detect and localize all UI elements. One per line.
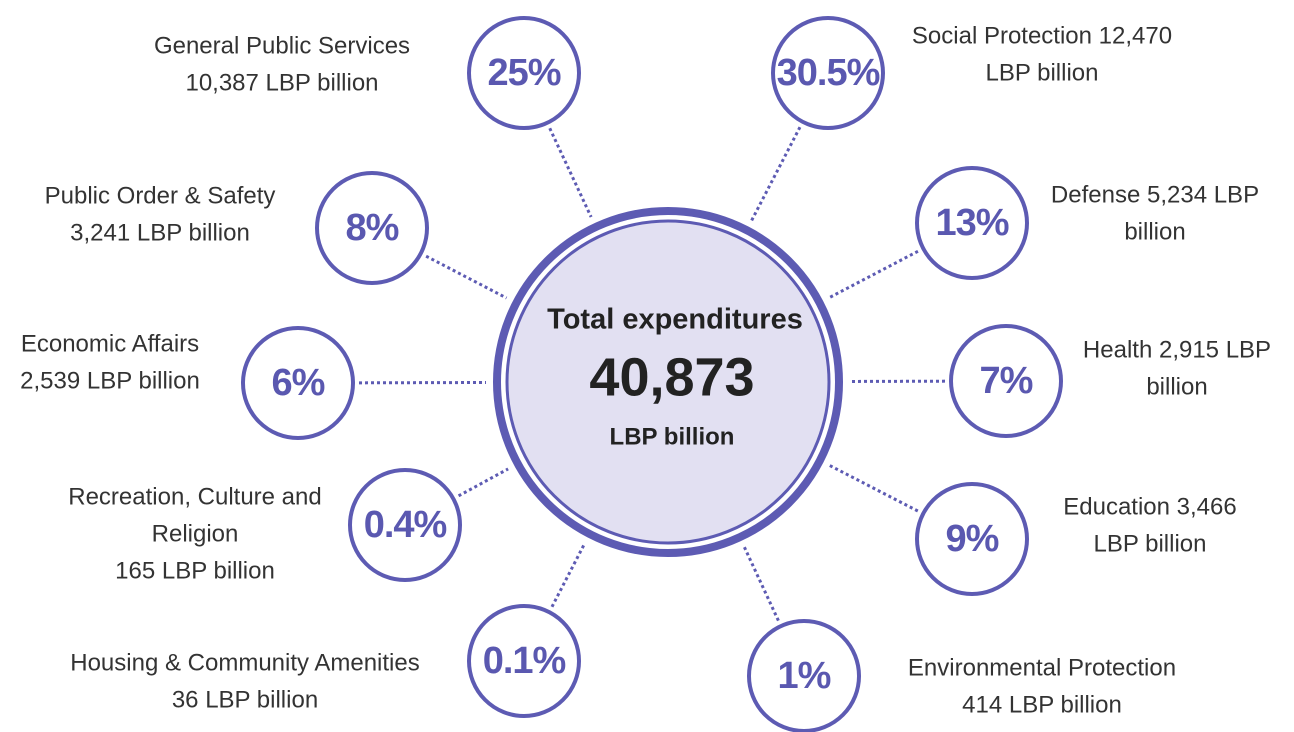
node-label: 414 LBP billion xyxy=(962,691,1122,718)
node-label: Economic Affairs xyxy=(21,330,199,357)
node-label: LBP billion xyxy=(986,59,1099,86)
connector xyxy=(743,546,780,622)
center-circle xyxy=(505,219,831,545)
node-label: Education 3,466 xyxy=(1063,493,1236,520)
node-label: LBP billion xyxy=(1094,530,1207,557)
percent-circle xyxy=(467,16,581,130)
percent-circle xyxy=(771,16,885,130)
percent-circle xyxy=(241,326,355,440)
center-total: 40,873 xyxy=(589,347,754,407)
percent: 8% xyxy=(346,207,399,249)
node-label: 2,539 LBP billion xyxy=(20,367,200,394)
connector xyxy=(550,543,586,608)
percent: 1% xyxy=(778,655,831,697)
connector xyxy=(750,126,802,222)
node-label: Defense 5,234 LBP xyxy=(1051,181,1259,208)
node-label: Religion xyxy=(152,520,239,547)
connector xyxy=(425,254,508,300)
percent: 30.5% xyxy=(777,52,880,94)
connector xyxy=(548,127,593,218)
center-title: Total expenditures xyxy=(547,304,803,336)
node-label: Social Protection 12,470 xyxy=(912,22,1172,49)
node-label: 165 LBP billion xyxy=(115,557,275,584)
percent: 6% xyxy=(272,362,325,404)
percent-circle xyxy=(915,482,1029,596)
percent: 13% xyxy=(935,202,1008,244)
connector xyxy=(457,467,509,498)
percent-circle xyxy=(467,604,581,718)
connector xyxy=(828,249,919,299)
node-label: 36 LBP billion xyxy=(172,686,318,713)
percent: 7% xyxy=(980,360,1033,402)
node-label: 10,387 LBP billion xyxy=(185,69,378,96)
node-label: Environmental Protection xyxy=(908,654,1176,681)
percent-circle xyxy=(949,324,1063,438)
percent-circle xyxy=(348,468,462,582)
center-unit: LBP billion xyxy=(610,423,735,450)
node-label: Health 2,915 LBP xyxy=(1083,336,1271,363)
node-label: billion xyxy=(1124,218,1185,245)
percent: 9% xyxy=(946,518,999,560)
node-label: Recreation, Culture and xyxy=(68,483,321,510)
connector xyxy=(829,464,919,513)
node-label: 3,241 LBP billion xyxy=(70,219,250,246)
node-label: billion xyxy=(1146,373,1207,400)
percent: 25% xyxy=(487,52,560,94)
node-label: Public Order & Safety xyxy=(45,182,276,209)
percent: 0.1% xyxy=(483,640,566,682)
node-label: General Public Services xyxy=(154,32,410,59)
percent-circle xyxy=(315,171,429,285)
percent: 0.4% xyxy=(364,504,447,546)
percent-circle xyxy=(747,619,861,732)
node-label: Housing & Community Amenities xyxy=(70,649,419,676)
percent-circle xyxy=(915,166,1029,280)
